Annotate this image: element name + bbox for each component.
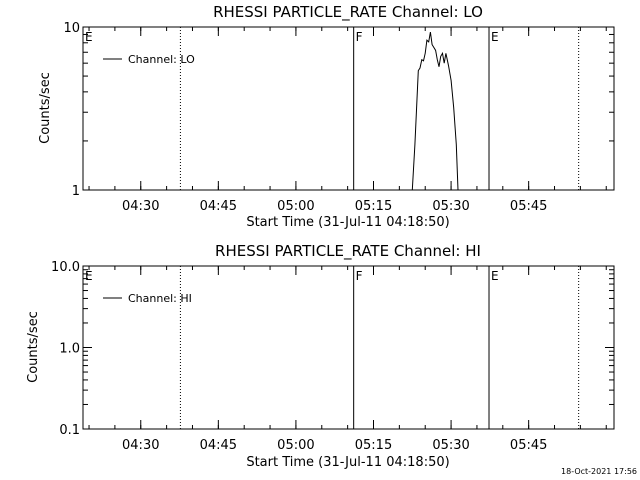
- event-marker-label: F: [356, 30, 363, 44]
- x-tick-label: 04:45: [200, 438, 237, 453]
- x-axis-label: Start Time (31-Jul-11 04:18:50): [246, 455, 449, 470]
- event-marker-label: E: [491, 269, 499, 283]
- panel-lo: RHESSI PARTICLE_RATE Channel: LO Counts/…: [38, 3, 615, 230]
- y-tick-label: 1.0: [59, 342, 80, 357]
- y-axis-label: Counts/sec: [38, 72, 53, 144]
- x-axis-label: Start Time (31-Jul-11 04:18:50): [246, 215, 449, 230]
- event-marker-label: E: [85, 30, 93, 44]
- legend: Channel: HI: [103, 292, 192, 305]
- y-tick-label: 1: [72, 184, 80, 199]
- y-axis-label: Counts/sec: [26, 311, 41, 383]
- x-tick-label: 05:45: [510, 438, 547, 453]
- x-tick-label: 04:30: [122, 199, 159, 214]
- y-tick-label: 10: [63, 21, 80, 36]
- y-tick-label: 10.0: [51, 260, 80, 275]
- event-marker-label: F: [356, 269, 363, 283]
- x-tick-label: 05:30: [432, 438, 469, 453]
- x-tick-label: 04:30: [122, 438, 159, 453]
- x-tick-label: 05:15: [355, 199, 392, 214]
- event-marker-label: E: [491, 30, 499, 44]
- panel-hi: RHESSI PARTICLE_RATE Channel: HI Counts/…: [26, 242, 615, 470]
- series-line: [411, 32, 459, 191]
- x-tick-label: 05:00: [277, 438, 314, 453]
- x-tick-label: 05:15: [355, 438, 392, 453]
- x-tick-label: 05:45: [510, 199, 547, 214]
- x-tick-label: 04:45: [200, 199, 237, 214]
- legend-entry-label: Channel: HI: [128, 292, 192, 305]
- plot-frame: [82, 265, 615, 430]
- legend: Channel: LO: [103, 53, 195, 66]
- chart-title: RHESSI PARTICLE_RATE Channel: HI: [215, 242, 481, 261]
- y-tick-label: 0.1: [59, 423, 80, 438]
- plot-frame: [82, 26, 615, 191]
- chart-title: RHESSI PARTICLE_RATE Channel: LO: [213, 3, 483, 22]
- event-marker-label: E: [85, 269, 93, 283]
- x-tick-label: 05:30: [432, 199, 469, 214]
- x-tick-label: 05:00: [277, 199, 314, 214]
- legend-entry-label: Channel: LO: [128, 53, 195, 66]
- timestamp: 18-Oct-2021 17:56: [561, 467, 637, 476]
